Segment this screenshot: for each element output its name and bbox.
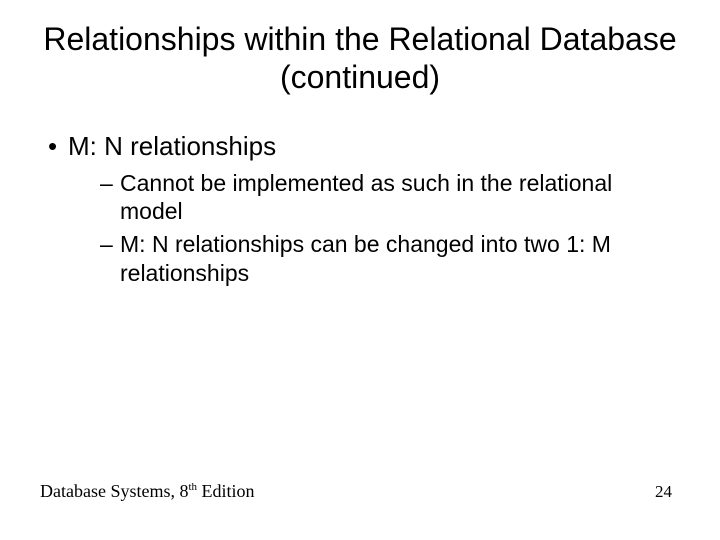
slide-title: Relationships within the Relational Data… [0, 20, 720, 97]
slide: Relationships within the Relational Data… [0, 0, 720, 540]
footer-book-prefix: Database Systems, 8 [40, 481, 188, 501]
bullet-level2: –Cannot be implemented as such in the re… [40, 169, 680, 227]
slide-body: •M: N relationships –Cannot be implement… [40, 130, 680, 292]
bullet-dot-icon: • [48, 130, 68, 163]
bullet-text: Cannot be implemented as such in the rel… [120, 170, 612, 225]
bullet-level1: •M: N relationships [40, 130, 680, 163]
footer-book-suffix: Edition [197, 481, 255, 501]
bullet-text: M: N relationships [68, 131, 276, 161]
footer-book-ordinal: th [188, 481, 197, 493]
footer-book: Database Systems, 8th Edition [40, 481, 255, 502]
bullet-text: M: N relationships can be changed into t… [120, 231, 611, 286]
bullet-dash-icon: – [100, 230, 120, 259]
bullet-level2: –M: N relationships can be changed into … [40, 230, 680, 288]
bullet-dash-icon: – [100, 169, 120, 198]
page-number: 24 [655, 482, 672, 502]
